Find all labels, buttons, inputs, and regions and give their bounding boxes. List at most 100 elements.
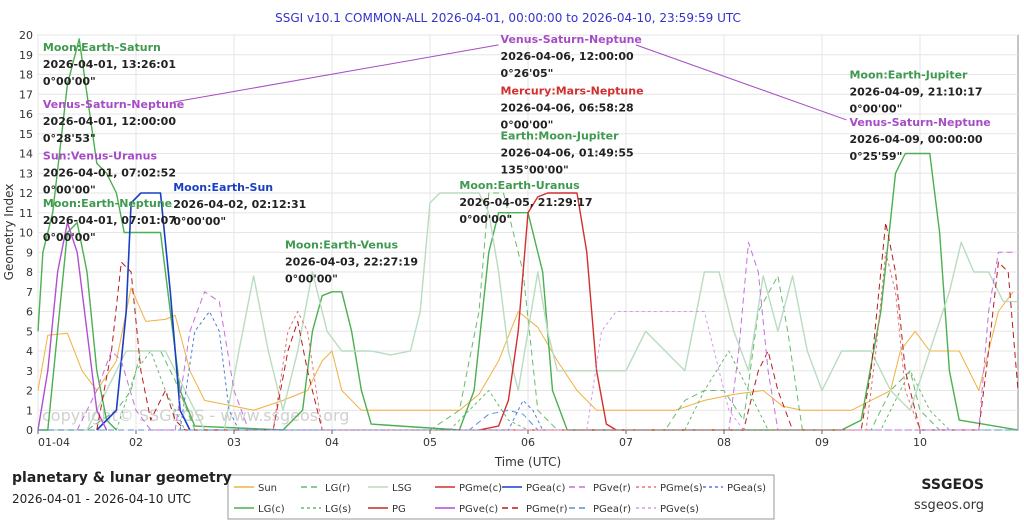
legend-item: Sun — [234, 483, 277, 494]
annotation-detail: 2026-04-03, 22:27:19 — [285, 255, 418, 268]
series-line-pgve-r- — [76, 241, 1014, 431]
annotation-connector — [635, 44, 847, 121]
annotation-label: Venus-Saturn-Neptune — [501, 33, 642, 46]
legend-item: PGve(r) — [569, 483, 631, 494]
y-tick-label: 12 — [19, 187, 33, 200]
annotation-label: Mercury:Mars-Neptune — [501, 84, 644, 97]
watermark: copyright© SSGEOS - www.ssgeos.org — [42, 406, 349, 425]
legend-box — [227, 474, 775, 520]
y-tick-label: 1 — [26, 404, 33, 417]
legend-item: LG(r) — [301, 483, 350, 494]
annotation-label: Venus-Saturn-Neptune — [43, 98, 184, 111]
annotation-detail: 0°00'00" — [501, 118, 554, 131]
brand-name: SSGEOS — [921, 477, 984, 493]
annotation-label: Moon:Earth-Sun — [173, 181, 273, 194]
brand-url: ssgeos.org — [914, 498, 984, 513]
annotation-detail: 2026-04-01, 13:26:01 — [43, 58, 176, 71]
legend-label: PGme(s) — [660, 483, 703, 494]
annotation-detail: 2026-04-09, 00:00:00 — [849, 133, 982, 146]
annotation-detail: 0°00'00" — [173, 215, 226, 228]
x-tick-label: 09 — [815, 436, 829, 449]
annotation-detail: 2026-04-01, 12:00:00 — [43, 115, 176, 128]
legend-label: PGve(r) — [593, 483, 631, 494]
legend-label: PGea(r) — [593, 504, 631, 515]
legend-label: PGea(c) — [526, 483, 565, 494]
y-tick-label: 2 — [26, 385, 33, 398]
legend-item: PGme(c) — [435, 483, 502, 494]
legend-item: LG(c) — [234, 504, 285, 515]
legend-item: PGea(s) — [703, 483, 766, 494]
legend-label: PGve(c) — [459, 504, 498, 515]
x-tick-label: 03 — [227, 436, 241, 449]
event-annotation: Moon:Earth-Saturn 2026-04-01, 13:26:01 0°0… — [43, 41, 176, 88]
annotation-detail: 2026-04-01, 07:02:52 — [43, 166, 176, 179]
annotation-label: Sun:Venus-Uranus — [43, 149, 158, 162]
legend-label: PGve(s) — [660, 504, 699, 515]
event-annotations: Moon:Earth-Saturn 2026-04-01, 13:26:01 0°0… — [43, 33, 991, 285]
annotation-label: Moon:Earth-Uranus — [459, 179, 580, 192]
event-annotation: Moon:Earth-Uranus 2026-04-05, 21:29:17 0°0… — [459, 179, 592, 226]
event-annotation: Moon:Earth-Sun 2026-04-02, 02:12:31 0°00'0… — [173, 181, 306, 228]
event-annotation: Moon:Earth-Jupiter 2026-04-09, 21:10:17 0°… — [849, 68, 982, 115]
series-line-pgme-c- — [478, 192, 617, 431]
series-line-sun — [37, 287, 1014, 411]
event-annotation: Mercury:Mars-Neptune 2026-04-06, 06:58:28… — [501, 84, 644, 131]
annotation-detail: 2026-04-05, 21:29:17 — [459, 196, 592, 209]
legend-item: PGea(c) — [502, 483, 565, 494]
annotation-label: Moon:Earth-Jupiter — [849, 68, 968, 81]
legend-label: Sun — [258, 483, 277, 494]
annotation-connector — [173, 44, 499, 103]
y-tick-label: 10 — [19, 227, 33, 240]
y-tick-label: 6 — [26, 306, 33, 319]
footer-title: planetary & lunar geometry — [12, 470, 232, 486]
series-line-lg-c- — [37, 38, 1019, 431]
y-tick-label: 18 — [19, 69, 33, 82]
x-axis-label: Time (UTC) — [494, 455, 561, 469]
legend-item: LG(s) — [301, 504, 351, 515]
legend-item: PGme(r) — [502, 504, 568, 515]
y-tick-label: 4 — [26, 345, 33, 358]
x-tick-label: 07 — [619, 436, 633, 449]
event-annotation: Venus-Saturn-Neptune 2026-04-06, 12:00:00… — [501, 33, 642, 80]
legend-label: PGme(r) — [526, 504, 568, 515]
y-tick-label: 11 — [19, 207, 33, 220]
y-tick-label: 5 — [26, 325, 33, 338]
x-tick-label: 06 — [521, 436, 535, 449]
series-line-lg-c-b — [38, 221, 117, 431]
legend-label: PGme(c) — [459, 483, 502, 494]
footer-date-range: 2026-04-01 - 2026-04-10 UTC — [12, 492, 192, 506]
series-line-pgme-r- — [96, 222, 1019, 431]
x-tick-label: 02 — [129, 436, 143, 449]
legend-label: PGea(s) — [727, 483, 766, 494]
legend-label: PG — [392, 504, 406, 515]
y-tick-label: 20 — [19, 29, 33, 42]
annotation-detail: 0°28'53" — [43, 132, 96, 145]
y-tick-label: 17 — [19, 88, 33, 101]
event-annotation: Venus-Saturn-Neptune 2026-04-09, 00:00:00… — [849, 116, 990, 163]
chart-title: SSGI v10.1 COMMON-ALL 2026-04-01, 00:00:… — [275, 11, 741, 25]
legend-item: PGea(r) — [569, 504, 631, 515]
series-line-lsg — [38, 192, 1018, 431]
event-annotation: Moon:Earth-Neptune 2026-04-01, 07:01:07 0°… — [43, 197, 176, 244]
x-tick-label: 08 — [717, 436, 731, 449]
legend-label: LG(s) — [325, 504, 351, 515]
y-tick-label: 15 — [19, 128, 33, 141]
annotation-detail: 2026-04-02, 02:12:31 — [173, 198, 306, 211]
legend-item: PG — [368, 504, 406, 515]
x-tick-label: 01-04 — [38, 436, 70, 449]
annotation-label: Moon:Earth-Venus — [285, 238, 399, 251]
y-tick-label: 13 — [19, 167, 33, 180]
annotation-detail: 0°25'59" — [849, 150, 902, 163]
legend: Sun LG(r) LSG PGme(c) PGea(c) PGve(r) PGme(s) P… — [234, 483, 766, 515]
x-tick-label: 10 — [913, 436, 927, 449]
event-annotation: Venus-Saturn-Neptune 2026-04-01, 12:00:00… — [43, 98, 184, 145]
legend-item: PGve(c) — [435, 504, 498, 515]
annotation-detail: 2026-04-06, 12:00:00 — [501, 50, 634, 63]
y-tick-label: 16 — [19, 108, 33, 121]
y-tick-label: 19 — [19, 49, 33, 62]
y-tick-label: 0 — [26, 424, 33, 437]
y-tick-label: 3 — [26, 365, 33, 378]
annotation-detail: 0°00'00" — [849, 102, 902, 115]
y-tick-label: 14 — [19, 148, 33, 161]
